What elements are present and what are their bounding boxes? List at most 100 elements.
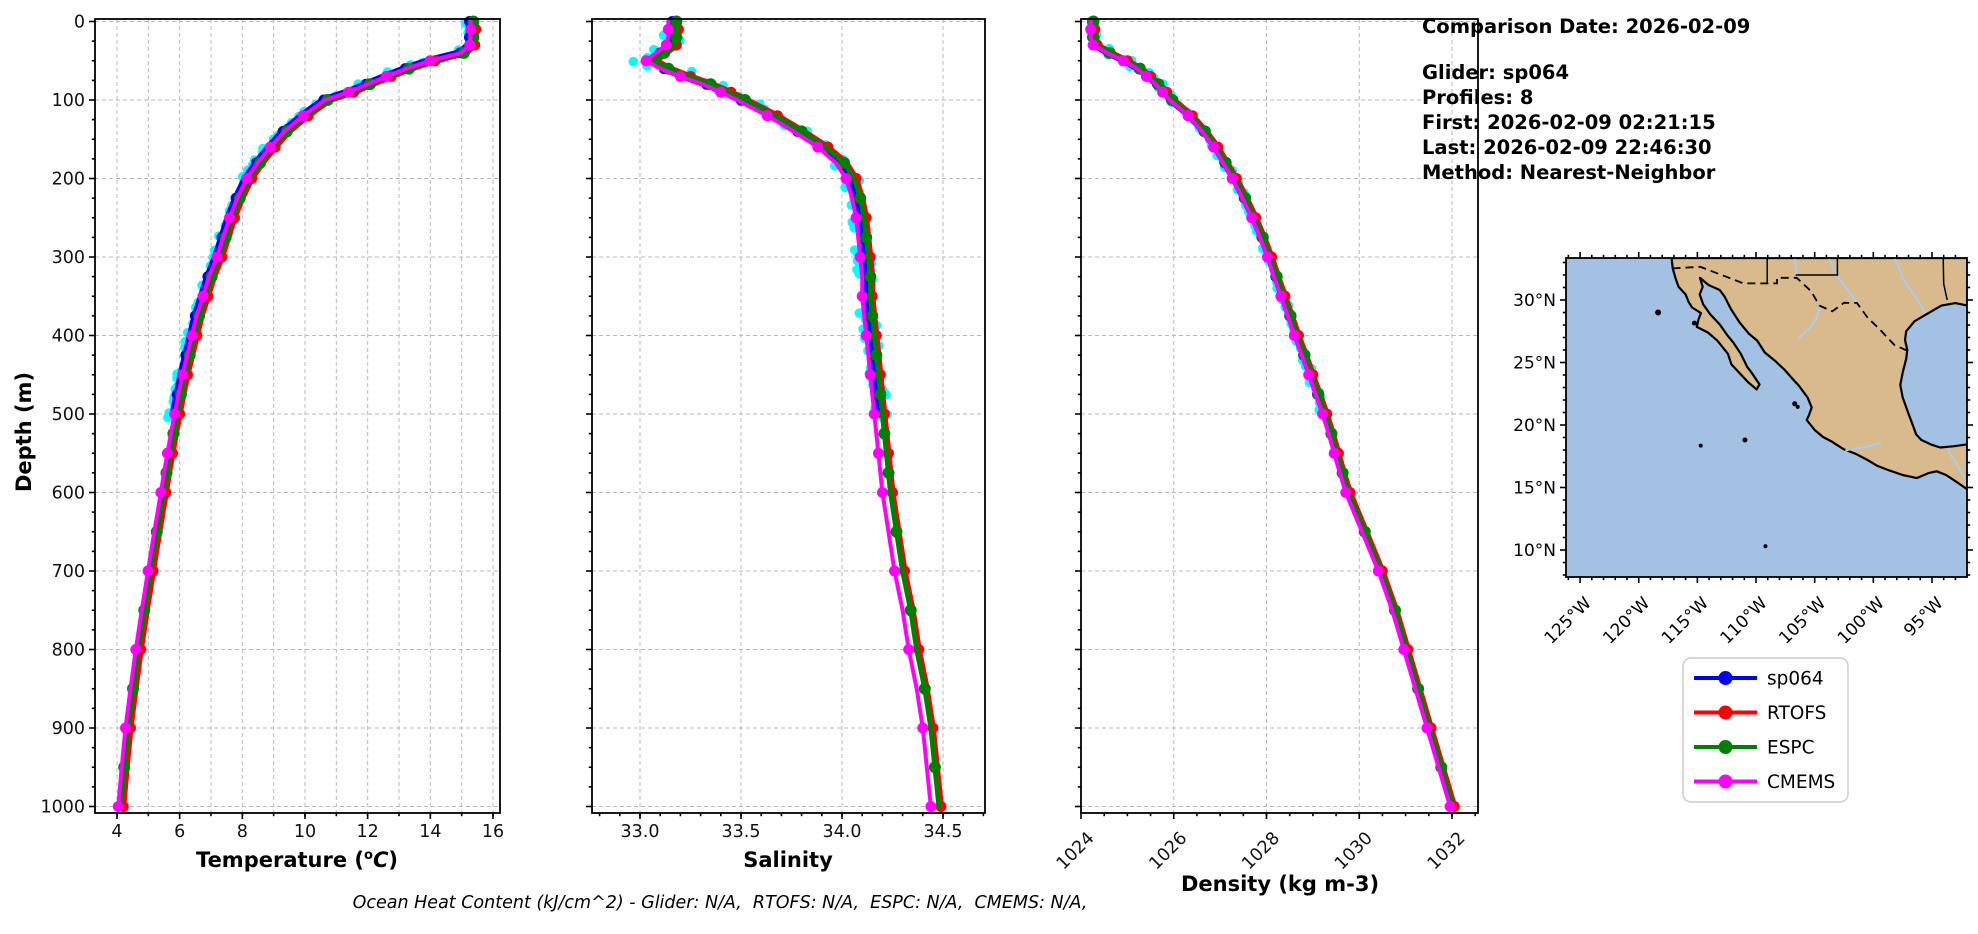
svg-text:600: 600 [52,484,85,504]
legend-marker-icon [1718,705,1733,720]
x-axis-ticks: 33.0 33.5 34.0 34.5 [598,813,985,842]
legend: sp064 RTOFS ESPC CMEMS [1682,657,1849,803]
glider-scatter [163,18,477,423]
map-lon-label: 125°W [1541,593,1596,648]
svg-text:1026: 1026 [1146,828,1192,874]
map-lon-label: 95°W [1900,593,1947,640]
svg-text:33.0: 33.0 [621,822,660,842]
legend-marker-icon [1718,774,1733,789]
y-axis-label-depth: Depth (m) [12,371,36,493]
series-sp064 [1087,16,1329,418]
svg-text:33.5: 33.5 [722,822,761,842]
map-island [1691,320,1697,326]
glider-scatter [1085,18,1332,425]
series-sp064 [169,16,475,418]
x-axis-label-density: Density (kg m-3) [1180,872,1380,896]
map-lon-label: 120°W [1599,593,1654,648]
info-panel: Comparison Date: 2026-02-09 Glider: sp06… [1422,14,1750,185]
legend-label: CMEMS [1767,772,1835,793]
interp-method: Method: Nearest-Neighbor [1422,161,1716,184]
svg-text:16: 16 [482,822,504,842]
map-land-group [1655,258,1967,549]
x-axis-ticks: 1024 1026 1028 1030 1032 [1053,813,1476,874]
svg-text:700: 700 [52,562,85,582]
svg-text:1028: 1028 [1238,828,1284,874]
temperature-label-sup: o [364,848,373,863]
svg-text:1032: 1032 [1424,828,1470,874]
salinity-profile-plot: 33.0 33.5 34.0 34.5 [586,15,986,842]
svg-text:800: 800 [52,641,85,661]
svg-text:100: 100 [52,91,85,111]
x-axis-ticks: 4 6 8 10 12 14 16 [111,813,504,842]
profiles-count: Profiles: 8 [1422,86,1534,109]
svg-text:1024: 1024 [1053,828,1099,874]
map-lon-label: 105°W [1775,593,1830,648]
map-lon-label: 115°W [1658,593,1713,648]
map-lat-label: 10°N [1513,541,1556,561]
svg-text:0: 0 [74,13,85,33]
series-CMEMS [640,19,937,812]
legend-label: sp064 [1767,669,1824,690]
first-profile-time: First: 2026-02-09 02:21:15 [1422,111,1716,134]
map-island [1792,401,1798,407]
density-profile-plot: 1024 1026 1028 1030 1032 [1053,15,1479,874]
map-island [1742,437,1748,443]
map-island [1655,309,1662,316]
last-profile-time: Last: 2026-02-09 22:46:30 [1422,136,1712,159]
svg-text:1030: 1030 [1331,828,1377,874]
x-axis-label-salinity: Salinity [743,848,833,872]
grid [95,19,500,813]
map-island [1795,404,1800,409]
y-axis-ticks: 0 100 200 300 400 500 600 700 800 900 1000 [40,13,95,818]
glider-name: Glider: sp064 [1422,61,1570,84]
legend-entry-sp064: sp064 [1694,669,1824,690]
series-CMEMS [112,19,477,812]
map-river [1797,306,1821,340]
series-RTOFS [1089,18,1460,812]
map-state-border [1942,258,1948,301]
temperature-label-italic: C [372,848,389,872]
map-lat-label: 25°N [1513,354,1556,374]
map-us-mexico-border [1672,265,1908,352]
map-lat-label: 20°N [1513,416,1556,436]
svg-text:10: 10 [294,822,316,842]
svg-text:300: 300 [52,248,85,268]
map-lon-label: 100°W [1834,593,1889,648]
map-state-border [1795,258,1839,276]
legend-entry-CMEMS: CMEMS [1694,772,1835,793]
svg-text:14: 14 [419,822,441,842]
map-island [1698,443,1703,448]
svg-text:34.0: 34.0 [823,822,862,842]
map-lat-label: 15°N [1513,479,1556,499]
series-ESPC [1087,15,1456,809]
map-panel: 30°N 25°N 20°N 15°N 10°N 125°W 120°W 115°W 110°W… [1513,252,1973,648]
svg-text:500: 500 [52,405,85,425]
grid [1081,19,1478,813]
svg-text:200: 200 [52,170,85,190]
svg-text:8: 8 [237,822,248,842]
map-river [1947,447,1966,480]
legend-label: ESPC [1767,738,1815,759]
x-axis-label-temperature: Temperature (oC) [196,848,398,872]
svg-text:34.5: 34.5 [924,822,963,842]
svg-text:12: 12 [357,822,379,842]
svg-text:900: 900 [52,719,85,739]
legend-entry-ESPC: ESPC [1694,738,1815,759]
temperature-label-post: ) [388,848,398,872]
info-spacer [1422,39,1750,60]
legend-label: RTOFS [1767,703,1826,724]
y-axis-ticks [586,20,592,808]
temperature-profile-plot: 4 6 8 10 12 14 16 0 100 200 300 400 500 600 700 800 900 1… [40,13,504,843]
legend-marker-icon [1718,740,1733,754]
series-RTOFS [650,18,947,812]
map-river [1844,441,1882,452]
comparison-date: Comparison Date: 2026-02-09 [1422,15,1751,38]
map-lat-label: 30°N [1513,291,1556,311]
temperature-label-text: Temperature ( [196,848,364,872]
svg-text:6: 6 [174,822,185,842]
legend-entry-RTOFS: RTOFS [1694,703,1826,724]
ohc-note: Ocean Heat Content (kJ/cm^2) - Glider: N… [352,893,1088,913]
map-island [1763,544,1768,549]
map-river [1893,258,1926,314]
